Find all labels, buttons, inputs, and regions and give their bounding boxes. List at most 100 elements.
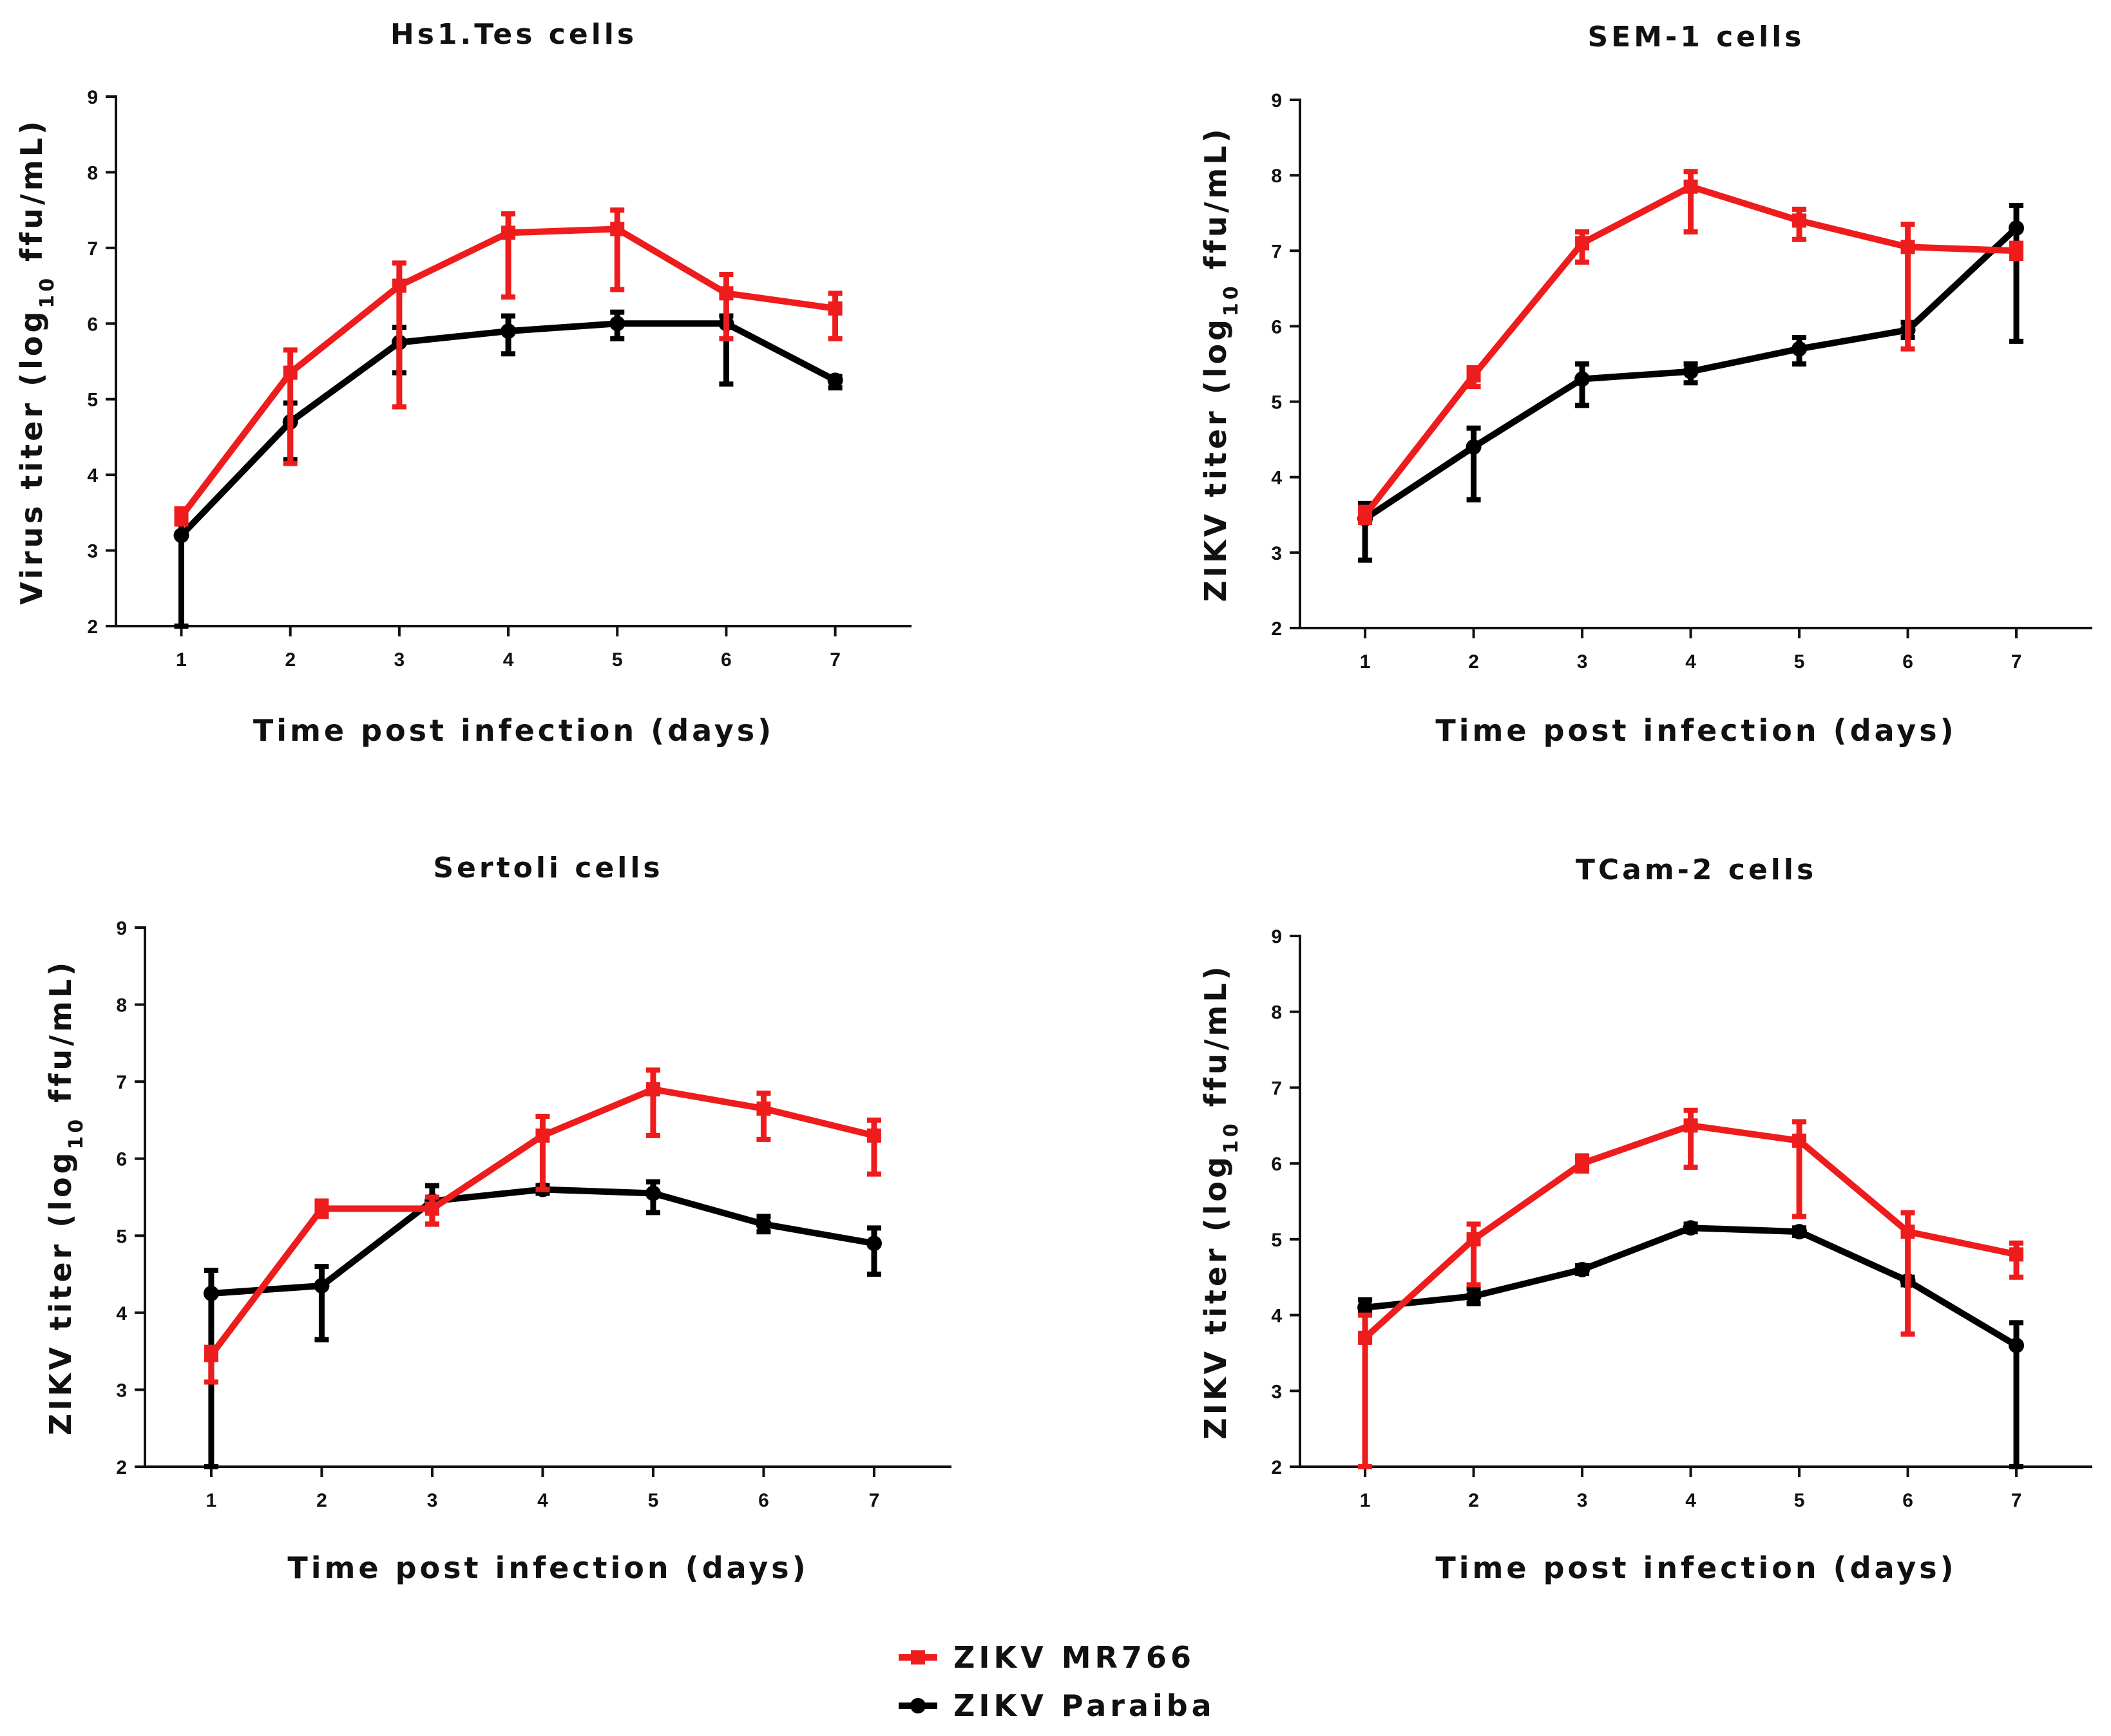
x-tick-label: 2 (316, 1490, 327, 1511)
x-tick-label: 5 (612, 649, 623, 671)
data-point (535, 1128, 550, 1143)
legend-label: ZIKV MR766 (953, 1640, 1195, 1675)
x-tick-label: 5 (1794, 1490, 1805, 1511)
x-tick-label: 7 (2011, 1490, 2022, 1511)
y-axis-label: ZIKV titer (log10 ffu/mL) (43, 959, 88, 1435)
y-axis-label-subscript: 10 (1220, 283, 1243, 316)
data-point (1574, 1261, 1590, 1277)
series-mr766 (1358, 1107, 2024, 1469)
data-point (1683, 179, 1698, 194)
y-tick-label: 9 (87, 87, 98, 108)
data-point (392, 278, 406, 293)
y-tick-label: 7 (1271, 1078, 1282, 1099)
y-tick-label: 5 (1271, 1230, 1282, 1251)
legend: ZIKV MR766 ZIKV Paraiba (899, 1640, 1212, 1723)
y-axis-label-tail: ffu/mL) (14, 118, 49, 275)
x-tick-label: 6 (758, 1490, 769, 1511)
y-axis-label-subscript: 10 (1220, 1120, 1243, 1154)
x-tick-label: 6 (1902, 651, 1913, 672)
y-axis-label-tail: ffu/mL) (1198, 963, 1233, 1120)
data-point (425, 1201, 439, 1216)
data-point (1575, 236, 1590, 251)
x-tick-label: 2 (285, 649, 296, 671)
data-point (1466, 1288, 1482, 1304)
x-tick-label: 4 (1685, 1490, 1696, 1511)
x-tick-label: 6 (721, 649, 732, 671)
y-tick-label: 4 (87, 465, 98, 486)
data-point (501, 225, 516, 240)
data-point (2009, 243, 2024, 258)
y-tick-label: 5 (87, 390, 98, 411)
series-paraiba (173, 309, 843, 629)
panel-tcam2: TCam-2 cells 2 3 4 5 6 7 8 9 1 2 3 4 5 6 7 Time post inf… (1198, 854, 2092, 1585)
data-point (866, 1235, 882, 1252)
y-tick-label: 5 (116, 1226, 127, 1247)
y-axis-label-subscript: 10 (36, 275, 59, 309)
y-tick-label: 4 (1271, 1306, 1282, 1327)
data-point (827, 372, 843, 388)
panel-title: Hs1.Tes cells (390, 18, 637, 51)
x-axis-label: Time post infection (days) (1435, 1550, 1956, 1585)
y-axis-label-tail: ffu/mL) (43, 959, 78, 1116)
data-point (1466, 439, 1482, 455)
data-point (645, 1185, 661, 1201)
data-point (283, 365, 298, 380)
y-tick-label: 7 (1271, 241, 1282, 262)
data-point (1683, 1118, 1698, 1133)
y-tick-label: 6 (87, 314, 98, 335)
x-tick-label: 4 (1685, 651, 1696, 672)
data-point (1792, 213, 1807, 228)
series-line (211, 1186, 875, 1297)
x-tick-label: 1 (206, 1490, 217, 1511)
x-axis-label: Time post infection (days) (287, 1550, 808, 1585)
data-point (314, 1201, 329, 1216)
data-point (645, 1082, 660, 1097)
data-point (1683, 363, 1699, 379)
x-tick-label: 7 (869, 1490, 880, 1511)
y-axis-label-main: ZIKV titer (log (1198, 316, 1233, 602)
y-axis-label-tail: ffu/mL) (1198, 126, 1233, 283)
data-point (1575, 1156, 1590, 1171)
data-point (610, 222, 625, 236)
y-tick-label: 3 (87, 541, 98, 562)
data-point (1791, 1224, 1808, 1240)
x-tick-label: 1 (176, 649, 187, 671)
y-tick-label: 8 (116, 995, 127, 1016)
y-axis-label: Virus titer (log10 ffu/mL) (14, 118, 59, 605)
panel-title: SEM-1 cells (1587, 21, 1804, 53)
y-tick-label: 8 (87, 162, 98, 184)
data-point (204, 1348, 218, 1362)
data-point (1357, 1299, 1373, 1315)
data-point (1466, 1232, 1481, 1246)
series-line (1362, 183, 2017, 517)
y-tick-label: 7 (116, 1072, 127, 1093)
x-tick-label: 4 (537, 1490, 548, 1511)
y-axis-label-main: Virus titer (log (14, 309, 49, 605)
legend-marker (910, 1698, 926, 1713)
y-tick-label: 2 (1271, 1457, 1282, 1478)
y-tick-label: 9 (116, 918, 127, 939)
data-point (1900, 1225, 1915, 1239)
y-tick-label: 8 (1271, 1002, 1282, 1024)
data-point (1792, 1133, 1807, 1148)
data-point (719, 286, 734, 301)
data-point (1900, 240, 1915, 254)
y-tick-label: 3 (1271, 1381, 1282, 1402)
data-point (2009, 1247, 2024, 1262)
y-tick-label: 4 (1271, 468, 1282, 489)
data-point (174, 509, 189, 524)
data-point (1466, 368, 1481, 383)
y-tick-label: 3 (1271, 543, 1282, 564)
y-tick-label: 6 (1271, 1154, 1282, 1175)
panel-sertoli: Sertoli cells 2 3 4 5 6 7 8 9 1 2 3 4 5 6 7 Time post in… (43, 852, 951, 1585)
y-tick-label: 2 (116, 1457, 127, 1478)
x-tick-label: 6 (1902, 1490, 1913, 1511)
x-tick-label: 1 (1360, 1490, 1371, 1511)
x-axis-label: Time post infection (days) (1435, 713, 1956, 748)
x-tick-label: 3 (1577, 651, 1588, 672)
data-point (203, 1285, 219, 1301)
data-point (1358, 1330, 1373, 1345)
y-tick-label: 7 (87, 238, 98, 260)
y-axis-label-main: ZIKV titer (log (43, 1149, 78, 1435)
x-tick-label: 2 (1468, 1490, 1479, 1511)
